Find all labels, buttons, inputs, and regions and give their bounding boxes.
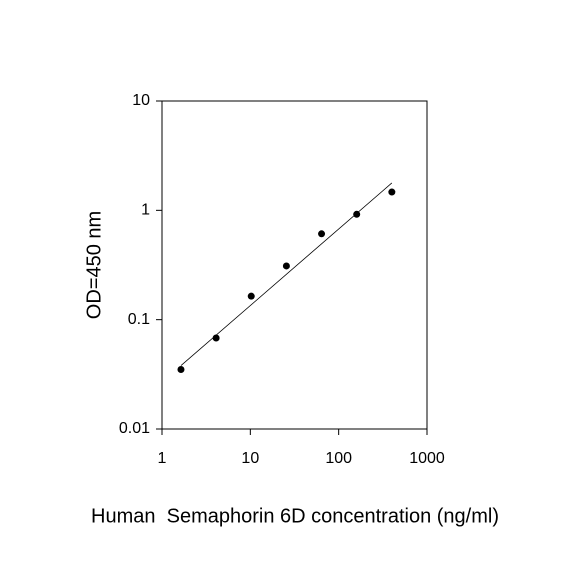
- x-tick-label: 100: [325, 450, 352, 467]
- x-tick-label: 1: [158, 450, 167, 467]
- x-tick-label: 1000: [409, 450, 445, 467]
- data-point: [388, 188, 396, 196]
- plot-frame: [161, 100, 428, 430]
- data-point: [318, 230, 326, 238]
- y-tick-label: 0.01: [119, 420, 150, 437]
- data-point: [353, 210, 361, 218]
- data-point: [247, 292, 255, 300]
- x-axis-title: Human Semaphorin 6D concentration (ng/ml…: [91, 505, 499, 527]
- data-point: [282, 262, 290, 270]
- y-tick-label: 10: [132, 92, 150, 109]
- data-point: [177, 366, 185, 374]
- x-tick-label: 10: [241, 450, 259, 467]
- y-axis-title: OD=450 nm: [83, 211, 105, 319]
- y-tick-label: 1: [141, 202, 150, 219]
- data-point: [212, 334, 220, 342]
- y-tick-label: 0.1: [128, 311, 150, 328]
